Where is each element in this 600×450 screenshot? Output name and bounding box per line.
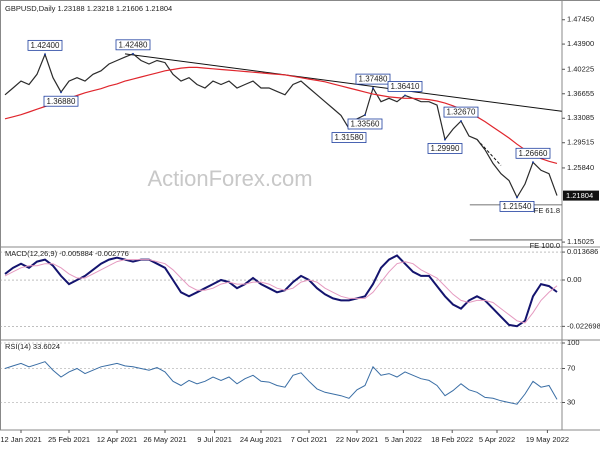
series-line xyxy=(4,259,558,324)
annotation-box xyxy=(115,39,151,51)
x-tick-label: 12 Jan 2021 xyxy=(0,435,41,444)
y-tick-label: 1.25840 xyxy=(567,163,594,172)
x-tick-label: 24 Aug 2021 xyxy=(240,435,282,444)
annotation-box xyxy=(499,201,535,212)
annotation-label: 1.42400 xyxy=(31,41,60,50)
annotation-label: 1.33560 xyxy=(351,120,380,129)
y-tick-label: -0.022698 xyxy=(567,321,600,330)
annotation-point xyxy=(364,113,366,116)
annotation-box xyxy=(331,132,367,143)
annotation-point xyxy=(516,196,518,199)
annotation-box xyxy=(27,39,63,51)
annotation-label: 1.26660 xyxy=(519,149,548,158)
annotation-point xyxy=(444,138,446,141)
annotation-label: 1.37480 xyxy=(359,75,388,84)
x-tick-label: 5 Jan 2022 xyxy=(385,435,422,444)
annotation-point xyxy=(404,94,406,97)
annotation-label: 1.36880 xyxy=(47,97,76,106)
y-tick-label: 1.15025 xyxy=(567,237,594,246)
annotation-label: 1.21540 xyxy=(503,202,532,211)
panel-title: MACD(12,26,9) -0.005884 -0.002776 xyxy=(5,249,129,258)
annotation-label: 1.31580 xyxy=(335,133,364,142)
x-tick-label: 19 May 2022 xyxy=(526,435,569,444)
y-tick-label: 1.36655 xyxy=(567,89,594,98)
y-tick-label: 100 xyxy=(567,338,580,347)
x-tick-label: 25 Feb 2021 xyxy=(48,435,90,444)
annotation-label: 1.29990 xyxy=(431,144,460,153)
y-tick-label: 1.29515 xyxy=(567,138,594,147)
y-tick-label: 1.33085 xyxy=(567,113,594,122)
annotation-label: 1.32670 xyxy=(447,108,476,117)
x-tick-label: 5 Apr 2022 xyxy=(479,435,515,444)
x-tick-label: 26 May 2021 xyxy=(143,435,186,444)
annotation-box xyxy=(347,118,383,130)
series-line xyxy=(4,254,558,328)
watermark: ActionForex.com xyxy=(147,166,312,191)
annotation-point xyxy=(372,87,374,90)
annotation-box xyxy=(43,95,79,107)
annotation-box xyxy=(355,73,391,85)
trend-line xyxy=(124,53,562,112)
annotation-point xyxy=(132,52,134,55)
x-tick-label: 18 Feb 2022 xyxy=(431,435,473,444)
series-line xyxy=(4,52,558,199)
y-tick-label: 0.013686 xyxy=(567,247,598,256)
x-tick-label: 22 Nov 2021 xyxy=(336,435,379,444)
panel-title: GBPUSD,Daily 1.23188 1.23218 1.21606 1.2… xyxy=(5,4,172,13)
y-tick-label: 1.47450 xyxy=(567,15,594,24)
annotation-point xyxy=(44,53,46,56)
y-tick-label: 70 xyxy=(567,363,575,372)
y-tick-label: 0.00 xyxy=(567,275,582,284)
current-price-label: 1.21804 xyxy=(566,191,593,200)
annotation-point xyxy=(532,161,534,164)
annotation-point xyxy=(460,120,462,123)
panel-title: RSI(14) 33.6024 xyxy=(5,342,60,351)
x-tick-label: 9 Jul 2021 xyxy=(197,435,232,444)
annotation-box xyxy=(443,106,479,118)
annotation-box xyxy=(427,143,463,154)
annotation-label: 1.42480 xyxy=(119,40,148,49)
series-line xyxy=(4,361,558,405)
y-tick-label: 30 xyxy=(567,397,575,406)
annotation-point xyxy=(60,91,62,94)
annotation-box xyxy=(515,147,551,159)
current-price-box xyxy=(563,190,599,201)
y-tick-label: 1.40225 xyxy=(567,64,594,73)
annotation-label: 1.36410 xyxy=(391,82,420,91)
level-label: FE 100.0 xyxy=(530,241,560,250)
level-label: FE 61.8 xyxy=(534,206,560,215)
x-tick-label: 7 Oct 2021 xyxy=(291,435,328,444)
x-tick-label: 12 Apr 2021 xyxy=(97,435,137,444)
annotation-box xyxy=(387,81,423,92)
y-tick-label: 1.43900 xyxy=(567,39,594,48)
